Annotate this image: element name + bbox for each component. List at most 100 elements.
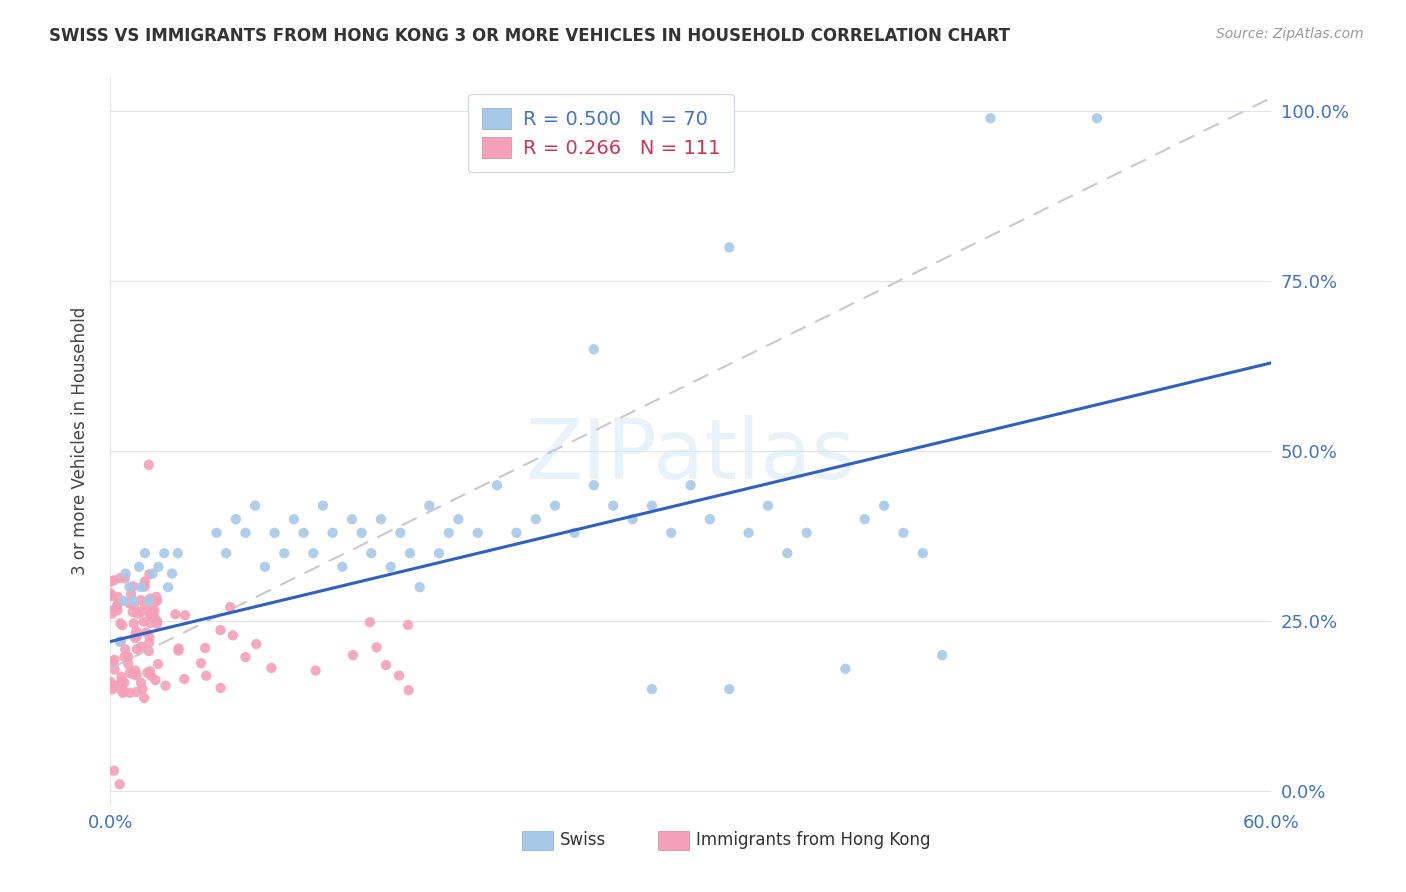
Point <box>756 499 779 513</box>
Point <box>215 546 238 560</box>
Point <box>222 628 245 642</box>
Point <box>350 525 373 540</box>
Point <box>602 499 624 513</box>
Point <box>931 648 953 662</box>
Point <box>165 607 187 622</box>
Point <box>101 655 124 669</box>
Point <box>141 669 163 683</box>
Point <box>370 512 392 526</box>
Point <box>104 663 127 677</box>
Point <box>121 605 143 619</box>
Point <box>122 616 145 631</box>
Point <box>107 590 129 604</box>
Point <box>145 590 167 604</box>
Point <box>582 343 605 357</box>
Point <box>110 681 132 696</box>
Point <box>146 614 169 628</box>
Point <box>117 657 139 672</box>
Text: Swiss: Swiss <box>560 831 606 849</box>
Point <box>135 625 157 640</box>
Point <box>641 682 664 697</box>
Point <box>155 679 177 693</box>
Point <box>679 478 702 492</box>
Point <box>447 512 470 526</box>
Point <box>101 682 124 697</box>
Point <box>110 670 132 684</box>
Point <box>505 525 527 540</box>
Point <box>139 615 162 630</box>
Legend: R = 0.500   N = 70, R = 0.266   N = 111: R = 0.500 N = 70, R = 0.266 N = 111 <box>468 95 734 172</box>
Point <box>796 525 818 540</box>
Point <box>312 499 335 513</box>
Point <box>260 661 283 675</box>
Point <box>132 615 155 629</box>
Point <box>134 574 156 589</box>
Point <box>103 574 125 588</box>
Point <box>124 664 146 678</box>
Point <box>145 673 167 688</box>
Point <box>209 623 232 637</box>
Point <box>160 566 183 581</box>
Point <box>205 525 228 540</box>
Point <box>146 657 169 672</box>
Y-axis label: 3 or more Vehicles in Household: 3 or more Vehicles in Household <box>72 307 89 575</box>
Point <box>124 628 146 642</box>
Point <box>117 649 139 664</box>
Point <box>143 595 166 609</box>
Point <box>245 499 267 513</box>
Point <box>112 675 135 690</box>
Point <box>359 615 381 630</box>
Point <box>153 546 176 560</box>
Point <box>283 512 305 526</box>
Point <box>699 512 721 526</box>
Point <box>235 650 257 665</box>
Point <box>621 512 644 526</box>
Point <box>118 596 141 610</box>
Point <box>979 112 1001 126</box>
Point <box>253 559 276 574</box>
Point <box>122 579 145 593</box>
Point <box>360 546 382 560</box>
Point <box>173 672 195 686</box>
Point <box>139 591 162 606</box>
Point <box>194 640 217 655</box>
Point <box>103 679 125 693</box>
Point <box>225 512 247 526</box>
Point <box>148 559 170 574</box>
Point <box>108 571 131 585</box>
Point <box>103 764 125 778</box>
Point <box>125 668 148 682</box>
Point <box>139 607 162 622</box>
Point <box>134 691 156 706</box>
Point <box>437 525 460 540</box>
Point <box>100 586 122 600</box>
Point <box>564 525 586 540</box>
Point <box>114 649 136 664</box>
Point <box>302 546 325 560</box>
Point <box>110 616 132 631</box>
Point <box>322 525 344 540</box>
Point <box>114 571 136 585</box>
Point <box>366 640 388 655</box>
Point <box>146 593 169 607</box>
Point <box>143 611 166 625</box>
Point <box>292 525 315 540</box>
Point <box>142 566 165 581</box>
Text: Immigrants from Hong Kong: Immigrants from Hong Kong <box>696 831 931 849</box>
Point <box>114 642 136 657</box>
Point <box>104 653 127 667</box>
Point <box>142 610 165 624</box>
Point <box>389 525 412 540</box>
Point <box>340 512 363 526</box>
Point <box>143 604 166 618</box>
Point <box>263 525 285 540</box>
Point <box>139 607 162 622</box>
Point <box>418 499 440 513</box>
Point <box>100 674 122 689</box>
Point <box>911 546 934 560</box>
Point <box>114 566 136 581</box>
Point <box>873 499 896 513</box>
Point <box>304 664 326 678</box>
Text: ZIPatlas: ZIPatlas <box>526 415 855 496</box>
Point <box>245 637 267 651</box>
